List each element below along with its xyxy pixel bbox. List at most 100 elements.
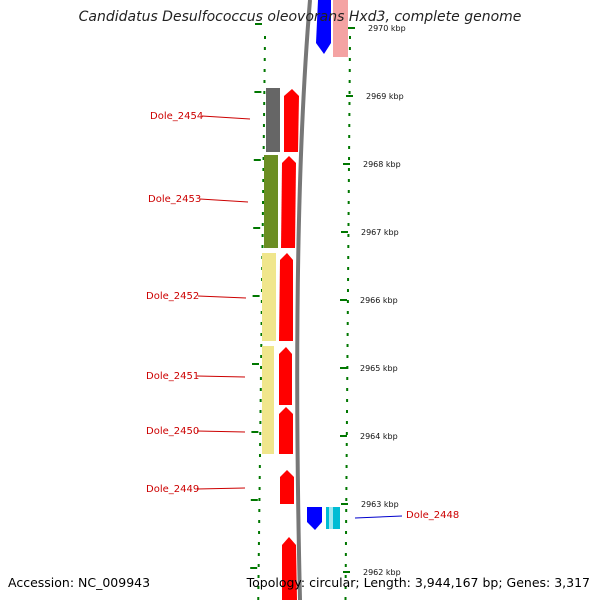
ruler-dot	[344, 575, 347, 578]
gene-label-dole-2450[interactable]: Dole_2450	[146, 426, 199, 437]
ruler-dot	[261, 245, 264, 248]
ruler-dot	[263, 91, 266, 94]
tick-label: 2964 kbp	[360, 432, 398, 441]
tick-mark	[346, 95, 353, 97]
forward-gene-dole-2453	[281, 156, 296, 248]
forward-gene-dole-2449	[280, 470, 294, 504]
ruler-dot	[348, 157, 351, 160]
ruler-dot	[264, 36, 266, 39]
ruler-dot	[345, 465, 348, 468]
ruler-dot	[258, 531, 261, 534]
leader-line	[199, 198, 249, 203]
ruler-dot	[344, 542, 347, 545]
gene-label-dole-2448[interactable]: Dole_2448	[406, 510, 459, 521]
leader-line	[197, 295, 247, 299]
ruler-dot	[263, 113, 266, 116]
forward-track-segment	[333, 0, 348, 57]
tick-mark	[341, 231, 348, 233]
ruler-dot	[260, 289, 263, 292]
ruler-dot	[344, 553, 347, 556]
ruler-dot	[348, 58, 351, 61]
tick-mark-inner	[251, 431, 259, 433]
ruler-dot	[260, 355, 263, 358]
gene-block-dole-2451	[262, 346, 274, 454]
ruler-dot	[344, 586, 347, 589]
ruler-dot	[263, 69, 266, 72]
tick-label: 2967 kbp	[361, 228, 399, 237]
ruler-dot	[348, 102, 351, 105]
ruler-dot	[259, 421, 262, 424]
ruler-dot	[262, 201, 265, 204]
ruler-dot	[258, 520, 261, 523]
tick-label: 2970 kbp	[368, 24, 406, 33]
tick-mark-inner	[250, 499, 258, 501]
gene-label-dole-2449[interactable]: Dole_2449	[146, 484, 199, 495]
tick-label: 2966 kbp	[360, 296, 398, 305]
tick-mark	[340, 367, 347, 369]
ruler-dot	[345, 509, 348, 512]
ruler-dot	[261, 234, 264, 237]
ruler-dot	[345, 432, 348, 435]
ruler-dot	[345, 454, 348, 457]
gene-label-dole-2452[interactable]: Dole_2452	[146, 291, 199, 302]
ruler-dot	[257, 553, 260, 556]
ruler-dot	[346, 322, 349, 325]
gene-label-dole-2451[interactable]: Dole_2451	[146, 371, 199, 382]
ruler-dot	[347, 234, 350, 237]
ruler-dot	[347, 223, 350, 226]
ruler-dot	[346, 300, 349, 303]
ruler-dot	[257, 542, 260, 545]
forward-gene-dole-2454	[284, 89, 299, 152]
ruler-ticks: 2970 kbp 2969 kbp 2968 kbp 2967 kbp 2966 kbp…	[250, 23, 406, 577]
ruler-dot	[347, 168, 350, 171]
forward-gene-dole-2451	[279, 347, 292, 405]
ruler-dot	[258, 465, 261, 468]
ruler-dot	[260, 300, 263, 303]
ruler-dot	[347, 245, 350, 248]
leader-line	[201, 115, 251, 120]
tick-mark	[348, 27, 355, 29]
ruler-dot	[262, 124, 265, 127]
ruler-dot	[346, 311, 349, 314]
genome-summary-text: Topology: circular; Length: 3,944,167 bp…	[246, 575, 590, 590]
ruler-dot	[257, 575, 260, 578]
ruler-dot	[348, 80, 351, 83]
ruler-dot	[259, 432, 262, 435]
gene-block-dole-2453	[264, 155, 278, 248]
gene-label-dole-2453[interactable]: Dole_2453	[148, 194, 201, 205]
forward-gene-dole-2452	[279, 253, 293, 341]
ruler-dot	[346, 399, 349, 402]
ruler-dot	[259, 388, 262, 391]
ruler-dot	[262, 168, 265, 171]
tick-mark-inner	[250, 567, 258, 569]
ruler-dot	[348, 146, 351, 149]
ruler-dot	[347, 212, 350, 215]
ruler-dot	[344, 597, 347, 600]
ruler-dot	[260, 311, 263, 314]
tick-mark-inner	[252, 295, 260, 297]
ruler-dot	[346, 333, 349, 336]
ruler-dot	[346, 344, 349, 347]
tick-mark	[341, 503, 348, 505]
gene-label-dole-2454[interactable]: Dole_2454	[150, 111, 203, 122]
ruler-dot	[349, 36, 351, 39]
ruler-dot	[348, 113, 351, 116]
ruler-dot	[259, 377, 262, 380]
ruler-dot	[263, 80, 266, 83]
ruler-dot	[346, 355, 349, 358]
ruler-dot	[258, 498, 261, 501]
ruler-dot	[261, 223, 264, 226]
tick-mark-inner	[252, 363, 259, 365]
ruler-dot	[345, 498, 348, 501]
ruler-dot	[257, 586, 260, 589]
leader-line	[196, 430, 246, 433]
ruler-dot	[260, 344, 263, 347]
ruler-dot	[260, 366, 263, 369]
ruler-dot	[258, 476, 261, 479]
gene-block-dole-2452	[262, 253, 276, 341]
ruler-dot	[346, 410, 349, 413]
ruler-dot	[346, 366, 349, 369]
leader-line	[196, 375, 246, 378]
tick-label: 2965 kbp	[360, 364, 398, 373]
leader-line	[354, 515, 403, 519]
